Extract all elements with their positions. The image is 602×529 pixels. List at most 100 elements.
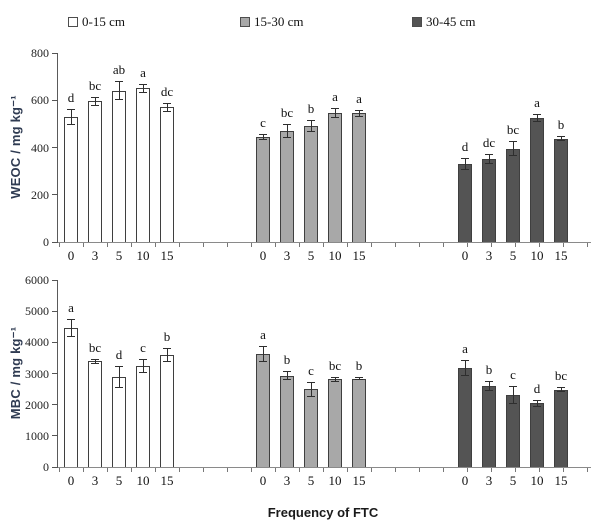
x-tick-label: 10 (328, 473, 342, 488)
error-bar-cap (307, 131, 315, 133)
error-bar-line (166, 347, 168, 362)
error-bar-line (334, 376, 336, 383)
error-bar-cap (91, 362, 99, 364)
error-bar (355, 377, 363, 380)
x-axis-tick (563, 468, 564, 472)
x-axis-tick (107, 243, 108, 247)
error-bar-cap (259, 346, 267, 348)
x-axis-tick (539, 468, 540, 472)
x-axis-tick (467, 468, 468, 472)
x-axis-tick (299, 243, 300, 247)
error-bar-cap (91, 358, 99, 360)
bar (64, 328, 78, 467)
x-axis-tick (323, 243, 324, 247)
error-bar-cap (533, 405, 541, 407)
error-bar-cap (139, 83, 147, 85)
error-bar-line (94, 96, 96, 107)
bar (112, 90, 126, 242)
error-bar-cap (283, 379, 291, 381)
x-tick-label: 15 (352, 248, 366, 263)
significance-letter: c (140, 339, 146, 355)
y-axis-tick (52, 52, 58, 54)
error-bar-cap (283, 371, 291, 373)
bar (328, 113, 342, 242)
significance-letter: ab (112, 62, 126, 78)
error-bar-cap (331, 108, 339, 110)
x-axis-tick (323, 468, 324, 472)
bar (506, 148, 520, 242)
y-tick-label: 5000 (25, 304, 49, 319)
x-tick-label: 10 (136, 473, 150, 488)
x-tick-label: 3 (283, 248, 291, 263)
error-bar (115, 366, 123, 389)
error-bar-cap (139, 358, 147, 360)
error-bar (139, 358, 147, 373)
x-axis-tick (131, 243, 132, 247)
significance-letter: c (510, 366, 516, 382)
x-axis-tick (251, 243, 252, 247)
legend-item: 0-15 cm (68, 14, 125, 30)
x-axis-tick (107, 468, 108, 472)
error-bar-line (488, 381, 490, 391)
error-bar-cap (355, 378, 363, 380)
x-axis-tick (371, 243, 372, 247)
error-bar-cap (307, 120, 315, 122)
error-bar-cap (461, 158, 469, 160)
significance-letter: d (461, 139, 469, 155)
error-bar-cap (533, 121, 541, 123)
y-axis-tick (52, 341, 58, 343)
x-tick-label: 15 (160, 248, 174, 263)
error-bar-cap (509, 141, 517, 143)
y-axis-tick (52, 194, 58, 196)
x-tick-label: 10 (530, 473, 544, 488)
error-bar-cap (557, 387, 565, 389)
x-tick-label: 5 (509, 248, 517, 263)
x-axis-tick (347, 243, 348, 247)
x-axis-tick (395, 243, 396, 247)
x-axis-title: Frequency of FTC (267, 505, 379, 520)
bar (256, 354, 270, 467)
significance-letter: a (140, 64, 146, 80)
significance-letter: bc (328, 357, 342, 373)
legend-swatch-icon (412, 17, 422, 27)
significance-letter: d (67, 89, 75, 105)
error-bar-cap (557, 140, 565, 142)
error-bar-line (118, 81, 120, 101)
error-bar (91, 96, 99, 107)
error-bar-cap (533, 399, 541, 401)
y-tick-label: 0 (43, 460, 49, 474)
error-bar-line (536, 399, 538, 407)
error-bar (485, 153, 493, 165)
x-tick-label: 0 (461, 473, 469, 488)
error-bar-cap (509, 385, 517, 387)
x-tick-label: 10 (530, 248, 544, 263)
legend-item: 15-30 cm (240, 14, 303, 30)
significance-letter: dc (160, 83, 174, 99)
x-tick-label: 5 (509, 473, 517, 488)
error-bar-cap (67, 124, 75, 126)
error-bar-line (94, 358, 96, 364)
x-axis-tick (515, 243, 516, 247)
x-axis-tick (203, 243, 204, 247)
error-bar (259, 134, 267, 140)
error-bar (163, 102, 171, 113)
x-axis-tick (491, 468, 492, 472)
x-axis-tick (443, 243, 444, 247)
bar (64, 116, 78, 242)
significance-letter: c (308, 362, 314, 378)
error-bar (509, 385, 517, 404)
x-axis-tick (515, 468, 516, 472)
error-bar-line (488, 153, 490, 165)
error-bar (485, 381, 493, 391)
error-bar (163, 347, 171, 362)
bar (112, 377, 126, 467)
error-bar-cap (283, 137, 291, 139)
error-bar (533, 113, 541, 123)
error-bar-cap (461, 360, 469, 362)
bar (160, 107, 174, 242)
legend-item: 30-45 cm (412, 14, 475, 30)
error-bar (461, 360, 469, 376)
error-bar-cap (557, 391, 565, 393)
error-bar-line (512, 385, 514, 404)
x-tick-label: 5 (115, 473, 123, 488)
